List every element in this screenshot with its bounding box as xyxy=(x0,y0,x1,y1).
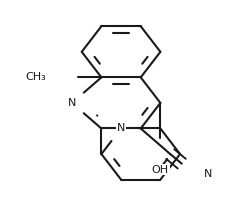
Text: N: N xyxy=(117,124,125,133)
Text: N: N xyxy=(204,169,212,179)
Text: N: N xyxy=(68,98,76,108)
Text: OH: OH xyxy=(152,165,169,175)
Text: CH₃: CH₃ xyxy=(26,72,46,82)
